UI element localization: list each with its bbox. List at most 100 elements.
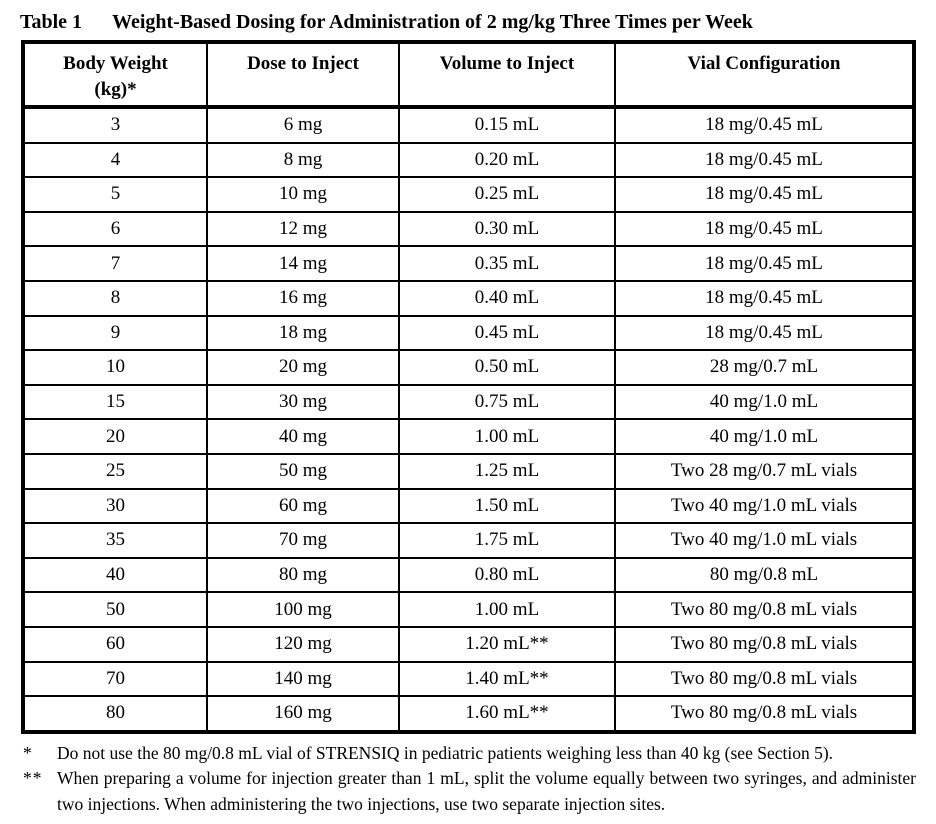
- table-cell: 70 mg: [206, 522, 400, 559]
- header-row: Body Weight (kg)* Dose to Inject Volume …: [22, 41, 915, 109]
- table-cell: 0.50 mL: [398, 349, 616, 386]
- table-cell: 1.00 mL: [398, 418, 616, 455]
- table-cell: 1.75 mL: [398, 522, 616, 559]
- table-row: 35 70 mg 1.75 mL Two 40 mg/1.0 mL vials: [22, 522, 915, 559]
- table-cell: 160 mg: [206, 695, 400, 733]
- table-cell: Two 80 mg/0.8 mL vials: [614, 625, 915, 663]
- table-cell: Two 40 mg/1.0 mL vials: [614, 487, 915, 525]
- table-cell: 12 mg: [206, 210, 400, 248]
- table-row: 20 40 mg 1.00 mL 40 mg/1.0 mL: [22, 418, 915, 455]
- table-row: 80 160 mg 1.60 mL** Two 80 mg/0.8 mL vials: [22, 695, 915, 733]
- table-row: 60 120 mg 1.20 mL** Two 80 mg/0.8 mL vials: [22, 625, 915, 663]
- footnote-text: Do not use the 80 mg/0.8 mL vial of STRE…: [57, 742, 834, 763]
- table-cell: 1.40 mL**: [398, 660, 616, 698]
- table-cell: 18 mg/0.45 mL: [614, 106, 915, 144]
- table-cell: 0.80 mL: [398, 556, 616, 594]
- table-row: 50 100 mg 1.00 mL Two 80 mg/0.8 mL vials: [22, 591, 915, 628]
- dosing-table: Body Weight (kg)* Dose to Inject Volume …: [21, 40, 916, 734]
- table-cell: 0.35 mL: [398, 245, 616, 282]
- footnote-marker: **: [23, 768, 43, 789]
- table-row: 15 30 mg 0.75 mL 40 mg/1.0 mL: [22, 383, 915, 421]
- column-header-volume-to-inject: Volume to Inject: [398, 41, 616, 109]
- table-cell: 1.25 mL: [398, 452, 616, 490]
- table-cell: 5: [22, 176, 208, 213]
- table-cell: 0.20 mL: [398, 141, 616, 179]
- table-cell: 8 mg: [206, 141, 400, 179]
- table-row: 70 140 mg 1.40 mL** Two 80 mg/0.8 mL vials: [22, 660, 915, 698]
- footnote-text: When preparing a volume for injection gr…: [57, 768, 916, 814]
- table-cell: 60 mg: [206, 487, 400, 525]
- table-cell: Two 28 mg/0.7 mL vials: [614, 452, 915, 490]
- table-caption-number: Table 1: [20, 11, 83, 33]
- table-cell: 15: [22, 383, 208, 421]
- table-cell: 80 mg: [206, 556, 400, 594]
- table-cell: 0.75 mL: [398, 383, 616, 421]
- table-cell: 40 mg/1.0 mL: [614, 383, 915, 421]
- table-cell: 25: [22, 452, 208, 490]
- table-cell: 6 mg: [206, 106, 400, 144]
- table-cell: 70: [22, 660, 208, 698]
- column-header-dose-to-inject: Dose to Inject: [206, 41, 400, 109]
- table-cell: 18 mg: [206, 314, 400, 352]
- table-cell: 20 mg: [206, 349, 400, 386]
- table-row: 9 18 mg 0.45 mL 18 mg/0.45 mL: [22, 314, 915, 352]
- table-cell: 18 mg/0.45 mL: [614, 279, 915, 317]
- table-cell: 50 mg: [206, 452, 400, 490]
- table-cell: 30 mg: [206, 383, 400, 421]
- table-cell: 1.20 mL**: [398, 625, 616, 663]
- table-row: 7 14 mg 0.35 mL 18 mg/0.45 mL: [22, 245, 915, 282]
- table-cell: 1.50 mL: [398, 487, 616, 525]
- table-cell: 1.00 mL: [398, 591, 616, 628]
- table-cell: 80 mg/0.8 mL: [614, 556, 915, 594]
- table-cell: 8: [22, 279, 208, 317]
- table-cell: 1.60 mL**: [398, 695, 616, 733]
- footnote-single-asterisk: * Do not use the 80 mg/0.8 mL vial of ST…: [23, 741, 916, 767]
- table-cell: 20: [22, 418, 208, 455]
- table-row: 30 60 mg 1.50 mL Two 40 mg/1.0 mL vials: [22, 487, 915, 525]
- table-cell: 0.30 mL: [398, 210, 616, 248]
- table-cell: 140 mg: [206, 660, 400, 698]
- table-row: 40 80 mg 0.80 mL 80 mg/0.8 mL: [22, 556, 915, 594]
- table-cell: 0.40 mL: [398, 279, 616, 317]
- table-cell: 40 mg: [206, 418, 400, 455]
- table-row: 8 16 mg 0.40 mL 18 mg/0.45 mL: [22, 279, 915, 317]
- table-cell: 50: [22, 591, 208, 628]
- footnote-double-asterisk: ** When preparing a volume for injection…: [23, 766, 916, 817]
- table-cell: 40: [22, 556, 208, 594]
- footnote-marker: *: [23, 742, 33, 763]
- table-cell: 0.25 mL: [398, 176, 616, 213]
- table-cell: 18 mg/0.45 mL: [614, 314, 915, 352]
- table-cell: 28 mg/0.7 mL: [614, 349, 915, 386]
- column-header-vial-configuration: Vial Configuration: [614, 41, 915, 109]
- table-cell: 30: [22, 487, 208, 525]
- table-cell: 10 mg: [206, 176, 400, 213]
- table-cell: 9: [22, 314, 208, 352]
- footnotes: * Do not use the 80 mg/0.8 mL vial of ST…: [23, 741, 916, 818]
- table-cell: 7: [22, 245, 208, 282]
- table-cell: 80: [22, 695, 208, 733]
- table-cell: 0.45 mL: [398, 314, 616, 352]
- table-cell: 14 mg: [206, 245, 400, 282]
- table-row: 5 10 mg 0.25 mL 18 mg/0.45 mL: [22, 176, 915, 213]
- table-caption: Table 1 Weight-Based Dosing for Administr…: [20, 11, 936, 34]
- table-cell: Two 80 mg/0.8 mL vials: [614, 591, 915, 628]
- table-cell: 18 mg/0.45 mL: [614, 176, 915, 213]
- table-cell: 16 mg: [206, 279, 400, 317]
- dosing-table-header: Body Weight (kg)* Dose to Inject Volume …: [22, 41, 915, 109]
- table-cell: 18 mg/0.45 mL: [614, 141, 915, 179]
- table-cell: 60: [22, 625, 208, 663]
- table-cell: 40 mg/1.0 mL: [614, 418, 915, 455]
- column-header-body-weight: Body Weight (kg)*: [22, 41, 208, 109]
- table-cell: Two 80 mg/0.8 mL vials: [614, 695, 915, 733]
- table-cell: 120 mg: [206, 625, 400, 663]
- table-cell: 18 mg/0.45 mL: [614, 210, 915, 248]
- table-cell: 4: [22, 141, 208, 179]
- table-cell: 100 mg: [206, 591, 400, 628]
- table-cell: 18 mg/0.45 mL: [614, 245, 915, 282]
- table-cell: 10: [22, 349, 208, 386]
- table-cell: 3: [22, 106, 208, 144]
- table-cell: 6: [22, 210, 208, 248]
